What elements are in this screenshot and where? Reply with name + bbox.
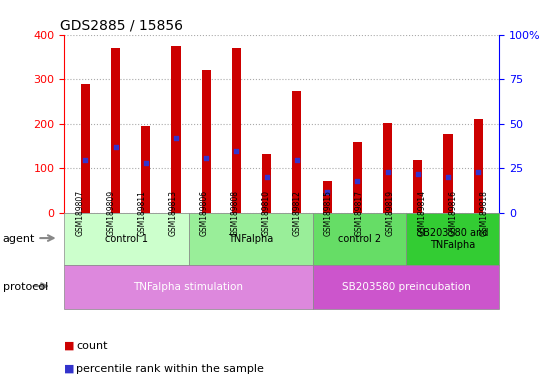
Bar — [353, 142, 362, 213]
Point — [323, 189, 331, 195]
Point — [413, 171, 422, 177]
Point — [474, 169, 483, 175]
Text: GSM189810: GSM189810 — [262, 190, 271, 236]
Text: agent: agent — [3, 234, 35, 244]
Text: GSM189808: GSM189808 — [230, 190, 239, 236]
Point — [111, 144, 120, 150]
Text: GSM189818: GSM189818 — [479, 190, 488, 236]
Bar — [292, 91, 301, 213]
Text: GSM189815: GSM189815 — [324, 190, 333, 236]
Text: TNFalpha stimulation: TNFalpha stimulation — [133, 282, 243, 292]
Bar — [141, 126, 150, 213]
Point — [171, 135, 180, 141]
Text: GSM189811: GSM189811 — [137, 190, 146, 236]
Bar — [444, 134, 453, 213]
Point — [353, 178, 362, 184]
Text: TNFalpha: TNFalpha — [228, 234, 273, 244]
Text: GDS2885 / 15856: GDS2885 / 15856 — [60, 18, 183, 32]
Text: GSM189814: GSM189814 — [417, 190, 426, 236]
Text: ■: ■ — [64, 364, 75, 374]
Point — [141, 160, 150, 166]
Bar — [171, 46, 181, 213]
Bar — [232, 48, 241, 213]
Text: GSM189819: GSM189819 — [386, 190, 395, 236]
Text: control 1: control 1 — [105, 234, 148, 244]
Text: GSM189812: GSM189812 — [293, 190, 302, 236]
Point — [81, 157, 90, 163]
Text: GSM189806: GSM189806 — [200, 190, 209, 236]
Point — [444, 174, 453, 180]
Text: GSM189813: GSM189813 — [169, 190, 177, 236]
Bar — [201, 70, 211, 213]
Bar — [383, 123, 392, 213]
Bar — [474, 119, 483, 213]
Point — [232, 147, 241, 154]
Text: GSM189817: GSM189817 — [355, 190, 364, 236]
Text: GSM189809: GSM189809 — [107, 190, 116, 236]
Point — [292, 157, 301, 163]
Text: control 2: control 2 — [338, 234, 381, 244]
Bar — [262, 154, 271, 213]
Point — [383, 169, 392, 175]
Text: count: count — [76, 341, 108, 351]
Text: SB203580 preincubation: SB203580 preincubation — [341, 282, 470, 292]
Text: protocol: protocol — [3, 282, 48, 292]
Text: SB203580 and
TNFalpha: SB203580 and TNFalpha — [417, 228, 488, 250]
Bar — [81, 84, 90, 213]
Bar — [111, 48, 120, 213]
Text: GSM189816: GSM189816 — [448, 190, 457, 236]
Point — [262, 174, 271, 180]
Text: GSM189807: GSM189807 — [75, 190, 84, 236]
Text: ■: ■ — [64, 341, 75, 351]
Point — [202, 155, 211, 161]
Bar — [323, 181, 331, 213]
Bar — [413, 160, 422, 213]
Text: percentile rank within the sample: percentile rank within the sample — [76, 364, 264, 374]
